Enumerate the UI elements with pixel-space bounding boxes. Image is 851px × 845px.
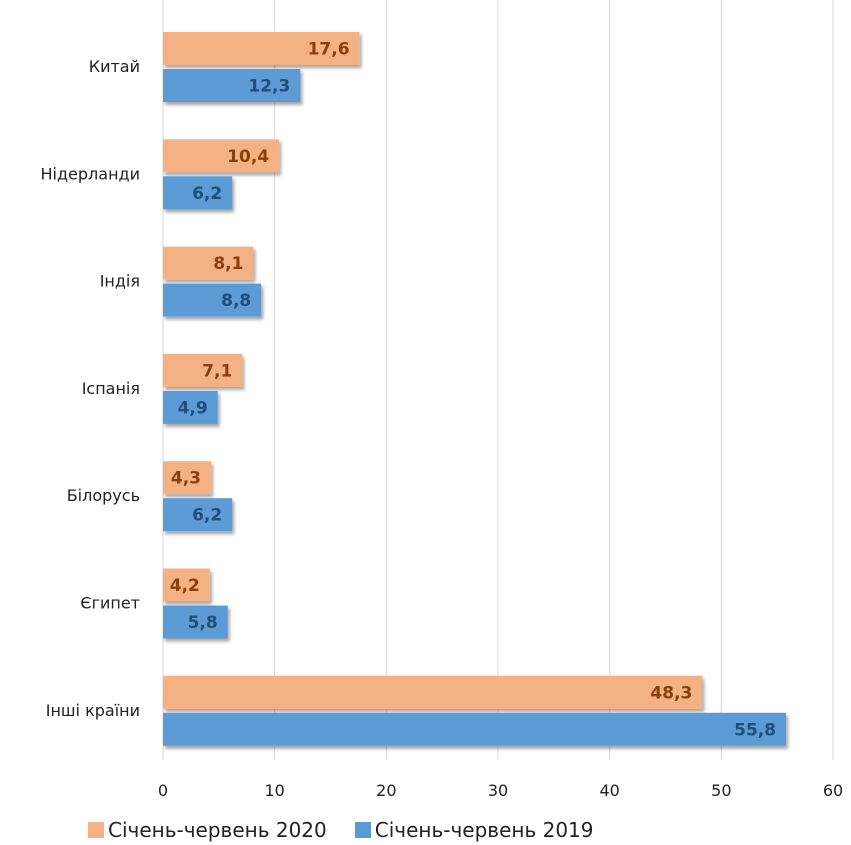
bar <box>163 283 262 317</box>
x-tick-label: 0 <box>158 781 168 800</box>
data-label: 4,3 <box>171 469 201 489</box>
bar <box>163 605 228 639</box>
bar <box>163 353 243 387</box>
x-tick-label: 30 <box>488 781 508 800</box>
data-label: 4,2 <box>170 576 200 596</box>
data-label: 6,2 <box>192 184 222 204</box>
legend: Січень-червень 2020 Січень-червень 2019 <box>88 818 594 842</box>
legend-item-2020: Січень-червень 2020 <box>88 818 327 842</box>
x-tick-label: 50 <box>711 781 731 800</box>
x-tick-label: 40 <box>599 781 619 800</box>
legend-item-2019: Січень-червень 2019 <box>354 818 594 842</box>
category-label: Інші країни <box>46 701 140 720</box>
data-label: 17,6 <box>308 40 350 60</box>
bar <box>163 461 212 495</box>
x-tick-label: 10 <box>264 781 284 800</box>
category-label: Іспанія <box>82 379 140 398</box>
bar <box>163 675 703 709</box>
data-label: 8,8 <box>221 291 251 311</box>
bar <box>163 568 210 602</box>
category-label: Білорусь <box>67 486 140 505</box>
data-label: 6,2 <box>192 506 222 526</box>
x-tick-label: 20 <box>376 781 396 800</box>
legend-swatch-2020 <box>88 822 104 838</box>
data-label: 5,8 <box>188 613 218 633</box>
legend-swatch-2019 <box>354 822 371 838</box>
legend-label-2020: Січень-червень 2020 <box>108 818 327 842</box>
bar <box>163 712 787 746</box>
x-tick-label: 60 <box>823 781 843 800</box>
category-label: Єгипет <box>80 594 140 613</box>
data-label: 10,4 <box>227 147 269 167</box>
data-label: 7,1 <box>202 361 232 381</box>
category-label: Китай <box>89 57 140 76</box>
data-label: 8,1 <box>213 254 243 274</box>
data-label: 55,8 <box>734 720 776 740</box>
bar <box>163 69 301 102</box>
category-label: Нідерланди <box>41 164 141 183</box>
data-label: 48,3 <box>650 683 692 703</box>
bar <box>163 139 280 173</box>
bar <box>163 32 360 65</box>
category-label: Індія <box>100 272 140 291</box>
data-label: 12,3 <box>248 77 290 97</box>
legend-label-2019: Січень-червень 2019 <box>374 818 594 842</box>
data-label: 4,9 <box>178 398 208 418</box>
bar <box>163 246 254 280</box>
bar <box>163 498 233 532</box>
bar <box>163 176 233 210</box>
bar <box>163 390 218 424</box>
